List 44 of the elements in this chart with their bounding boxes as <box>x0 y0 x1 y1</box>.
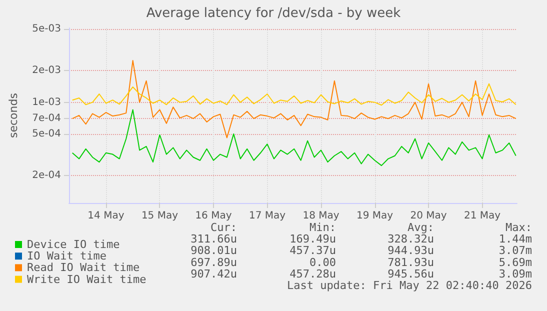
text: 169.49u <box>290 232 336 246</box>
text: Max: <box>506 221 532 234</box>
text: Min: <box>310 221 336 234</box>
text: 3.09m <box>498 267 532 280</box>
legend-label: IO Wait time <box>27 250 106 263</box>
text: 697.89u <box>190 256 237 269</box>
x-tick-label: 16 May <box>195 210 232 222</box>
legend-label: Write IO Wait time <box>27 272 146 286</box>
text: 907.42u <box>190 267 237 280</box>
x-tick-label: 18 May <box>302 210 340 222</box>
x-tick-label: 21 May <box>464 210 501 222</box>
text: 781.93u <box>388 256 434 269</box>
legend-label: Device IO time <box>27 238 120 251</box>
chart-title: Average latency for /dev/sda - by week <box>146 6 402 21</box>
y-tick-label: 1e-03 <box>32 96 61 108</box>
line-series <box>72 60 516 138</box>
x-tick-label: 17 May <box>248 210 286 222</box>
line-series <box>72 83 516 106</box>
x-tick-label: 15 May <box>141 210 178 222</box>
text: 945.56u <box>388 267 434 280</box>
text: 944.93u <box>388 244 434 258</box>
line-series <box>72 109 516 166</box>
legend-label: Read IO Wait time <box>27 261 140 274</box>
text: 457.28u <box>290 267 336 280</box>
y-tick-label: 5e-04 <box>32 128 61 140</box>
y-axis-title: seconds <box>7 92 20 138</box>
y-tick-label: 7e-04 <box>32 113 61 124</box>
text: 328.32u <box>388 232 434 246</box>
text: Last update: Fri May 22 02:40:40 2026 <box>286 279 532 292</box>
x-tick-label: 14 May <box>88 210 124 222</box>
text: 457.37u <box>290 244 336 258</box>
text: Cur: <box>210 221 237 234</box>
x-tick-label: 19 May <box>356 210 394 222</box>
y-tick-label: 2e-03 <box>32 65 61 76</box>
text: 908.01u <box>190 244 237 258</box>
text: 1.44m <box>498 232 532 246</box>
x-tick-label: 20 May <box>410 210 447 222</box>
text: Avg: <box>408 221 434 234</box>
text: 5.69m <box>498 256 532 269</box>
text: 0.00 <box>310 256 336 269</box>
y-tick-label: 5e-03 <box>32 23 61 34</box>
text: 311.66u <box>190 232 237 246</box>
y-tick-label: 2e-04 <box>32 170 61 182</box>
text: 3.07m <box>498 244 532 258</box>
